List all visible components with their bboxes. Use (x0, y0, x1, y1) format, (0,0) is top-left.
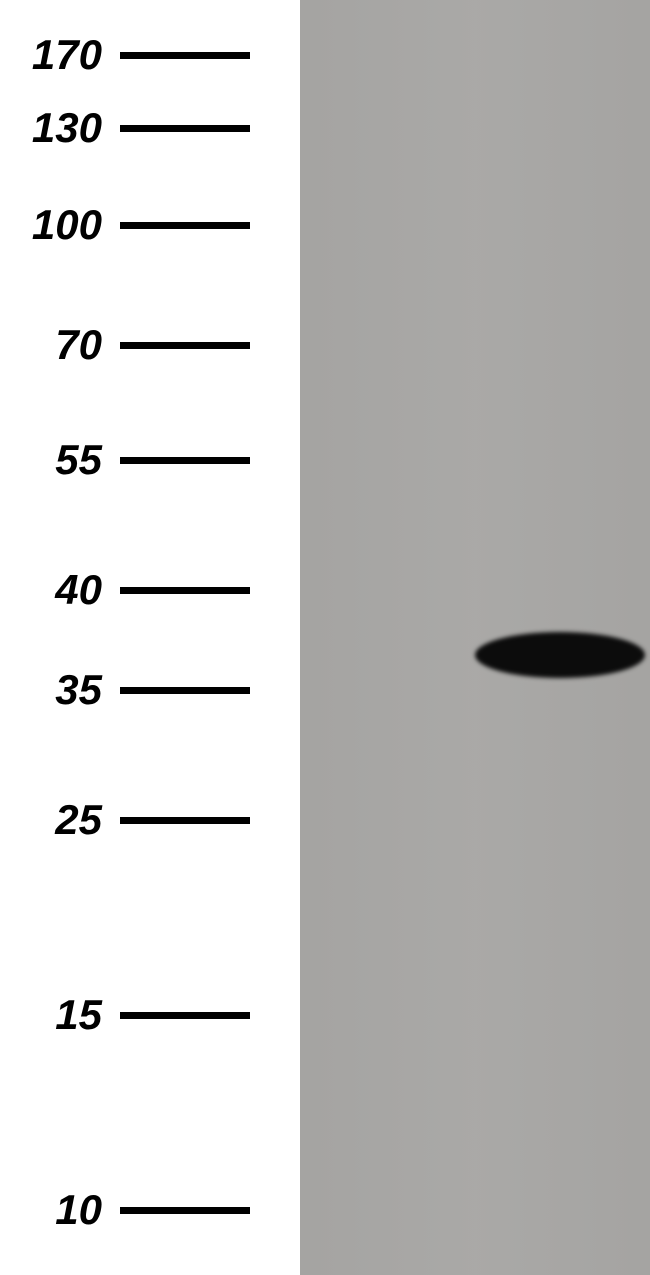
ladder-tick (120, 1012, 250, 1019)
ladder-tick (120, 222, 250, 229)
ladder-tick (120, 342, 250, 349)
blot-lane (470, 0, 650, 1275)
ladder-marker: 40 (0, 569, 300, 611)
protein-band (475, 632, 645, 678)
ladder-tick (120, 817, 250, 824)
ladder-marker: 100 (0, 204, 300, 246)
molecular-weight-ladder: 170 130 100 70 55 40 35 25 15 10 (0, 0, 300, 1275)
ladder-marker: 10 (0, 1189, 300, 1231)
ladder-marker-label: 40 (0, 566, 120, 614)
ladder-marker-label: 70 (0, 321, 120, 369)
ladder-marker-label: 130 (0, 104, 120, 152)
ladder-marker: 170 (0, 34, 300, 76)
ladder-marker: 25 (0, 799, 300, 841)
blot-membrane (300, 0, 650, 1275)
ladder-marker-label: 35 (0, 666, 120, 714)
ladder-marker-label: 100 (0, 201, 120, 249)
ladder-tick (120, 687, 250, 694)
ladder-marker: 15 (0, 994, 300, 1036)
ladder-tick (120, 125, 250, 132)
ladder-marker-label: 55 (0, 436, 120, 484)
ladder-tick (120, 587, 250, 594)
ladder-tick (120, 52, 250, 59)
blot-lane (300, 0, 470, 1275)
ladder-marker-label: 170 (0, 31, 120, 79)
western-blot-figure: 170 130 100 70 55 40 35 25 15 10 (0, 0, 650, 1275)
ladder-tick (120, 457, 250, 464)
ladder-tick (120, 1207, 250, 1214)
ladder-marker: 130 (0, 107, 300, 149)
ladder-marker: 35 (0, 669, 300, 711)
ladder-marker-label: 15 (0, 991, 120, 1039)
ladder-marker-label: 25 (0, 796, 120, 844)
ladder-marker: 70 (0, 324, 300, 366)
ladder-marker: 55 (0, 439, 300, 481)
ladder-marker-label: 10 (0, 1186, 120, 1234)
